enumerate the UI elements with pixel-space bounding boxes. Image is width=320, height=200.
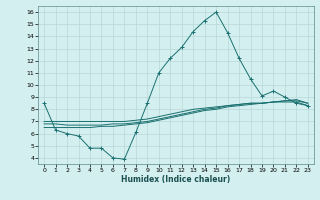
X-axis label: Humidex (Indice chaleur): Humidex (Indice chaleur) bbox=[121, 175, 231, 184]
